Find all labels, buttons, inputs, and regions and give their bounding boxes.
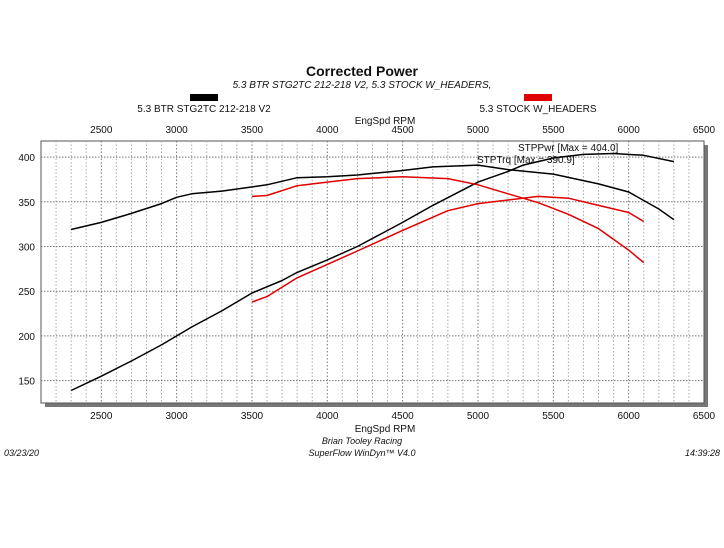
y-tick-label: 200 (18, 332, 35, 343)
x-tick-label-bottom: 6000 (618, 411, 641, 422)
legend-label-black: 5.3 BTR STG2TC 212-218 V2 (137, 104, 271, 115)
x-tick-label-top: 4000 (316, 125, 339, 136)
x-tick-label-top: 3000 (165, 125, 188, 136)
y-tick-label: 150 (18, 377, 35, 388)
x-tick-label-bottom: 4000 (316, 411, 339, 422)
x-tick-label-bottom: 3500 (241, 411, 264, 422)
x-tick-label-top: 5000 (467, 125, 490, 136)
annotation-power-max: STPPwr [Max = 404.0] (518, 143, 619, 154)
footer-company: Brian Tooley Racing (322, 436, 402, 446)
chart-title: Corrected Power (306, 63, 419, 79)
y-tick-label: 250 (18, 287, 35, 298)
chart-subtitle: 5.3 BTR STG2TC 212-218 V2, 5.3 STOCK W_H… (233, 80, 492, 91)
annotation-torque-max: STPTrq [Max = 390.9] (477, 155, 575, 166)
x-tick-label-top: 4500 (392, 125, 415, 136)
legend-label-red: 5.3 STOCK W_HEADERS (479, 104, 596, 115)
legend-swatch-red (524, 94, 552, 101)
x-tick-label-bottom: 5500 (542, 411, 565, 422)
x-tick-label-bottom: 3000 (165, 411, 188, 422)
x-tick-label-top: 6000 (618, 125, 641, 136)
series-line-stppwr-black (70, 152, 675, 392)
x-tick-label-bottom: 2500 (90, 411, 113, 422)
x-axis-label-bottom: EngSpd RPM (355, 424, 416, 435)
series-line-stptrq-black (70, 164, 675, 231)
footer-software: SuperFlow WinDyn™ V4.0 (309, 448, 416, 458)
y-tick-label: 350 (18, 198, 35, 209)
x-tick-label-top: 3500 (241, 125, 264, 136)
x-tick-label-bottom: 6500 (693, 411, 716, 422)
footer-date: 03/23/20 (4, 448, 39, 458)
x-tick-label-top: 5500 (542, 125, 565, 136)
series-line-stppwr-red (251, 195, 645, 303)
y-tick-label: 300 (18, 243, 35, 254)
legend-swatch-black (190, 94, 218, 101)
x-tick-label-bottom: 5000 (467, 411, 490, 422)
x-tick-label-top: 2500 (90, 125, 113, 136)
footer-time: 14:39:28 (685, 448, 720, 458)
series-line-stptrq-red (251, 176, 645, 264)
x-tick-label-bottom: 4500 (392, 411, 415, 422)
y-tick-label: 400 (18, 153, 35, 164)
x-axis-label-top: EngSpd RPM (355, 116, 416, 127)
x-tick-label-top: 6500 (693, 125, 716, 136)
